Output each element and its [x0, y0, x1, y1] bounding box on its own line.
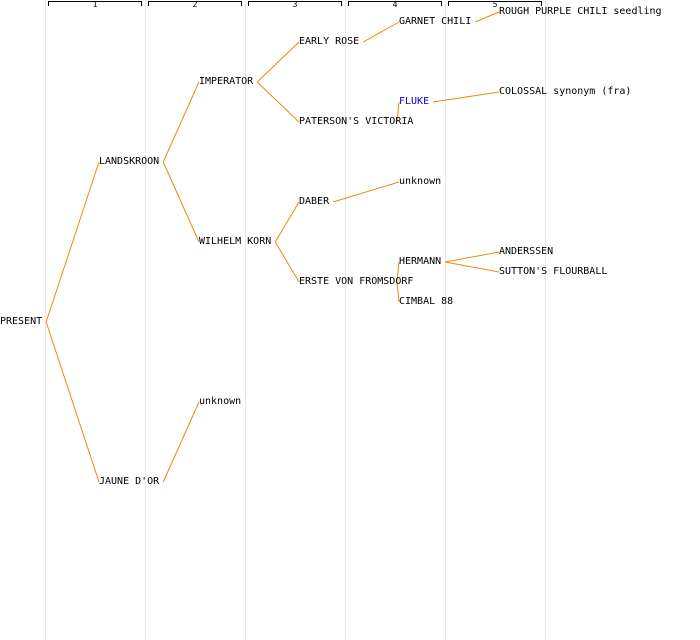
gen-bracket: [348, 1, 442, 6]
node-early-rose[interactable]: EARLY ROSE: [299, 36, 360, 47]
node-cimbal-88[interactable]: CIMBAL 88: [399, 296, 454, 307]
gen-number: 1: [92, 0, 98, 9]
connector-present-to-jaune-dor: [45, 321, 100, 483]
node-anderssen[interactable]: ANDERSSEN: [499, 246, 554, 257]
gen-gridline: [245, 0, 246, 640]
node-unknown-jaune[interactable]: unknown: [199, 396, 242, 407]
connector-hermann-to-anderssen: [445, 251, 500, 263]
connector-present-to-landskroon: [45, 161, 100, 323]
gen-bracket: [148, 1, 242, 6]
gen-gridline: [45, 0, 46, 640]
node-unknown-daber[interactable]: unknown: [399, 176, 442, 187]
connector-fluke-to-colossal: [433, 91, 500, 103]
connector-jaune-dor-to-unknown-jaune: [162, 401, 200, 483]
node-landskroon[interactable]: LANDSKROON: [99, 156, 160, 167]
node-suttons-flourball[interactable]: SUTTON'S FLOURBALL: [499, 266, 608, 277]
node-fluke[interactable]: FLUKE: [399, 96, 430, 107]
connector-landskroon-to-wilhelm-korn: [162, 161, 200, 243]
node-present[interactable]: PRESENT: [0, 316, 43, 327]
node-imperator[interactable]: IMPERATOR: [199, 76, 254, 87]
gen-header-4: 4: [348, 0, 442, 10]
gen-number: 5: [492, 0, 498, 9]
gen-bracket: [448, 1, 542, 6]
gen-bracket: [48, 1, 142, 6]
gen-header-1: 1: [48, 0, 142, 10]
connector-wilhelm-korn-to-daber: [274, 201, 300, 243]
gen-bracket: [248, 1, 342, 6]
node-daber[interactable]: DABER: [299, 196, 330, 207]
gen-gridline: [345, 0, 346, 640]
gen-gridline: [445, 0, 446, 640]
node-hermann[interactable]: HERMANN: [399, 256, 442, 267]
gen-header-5: 5: [448, 0, 542, 10]
node-jaune-dor[interactable]: JAUNE D'OR: [99, 476, 160, 487]
node-garnet-chili[interactable]: GARNET CHILI: [399, 16, 472, 27]
gen-number: 3: [292, 0, 298, 9]
connector-imperator-to-early-rose: [256, 41, 300, 83]
gen-header-2: 2: [148, 0, 242, 10]
gen-gridline: [545, 0, 546, 640]
connector-daber-to-unknown-daber: [332, 181, 400, 203]
connector-patersons-victoria-to-fluke: [396, 101, 400, 123]
node-colossal[interactable]: COLOSSAL synonym (fra): [499, 86, 632, 97]
gen-gridline: [145, 0, 146, 640]
connector-garnet-chili-to-rough-purple-chili: [475, 11, 500, 23]
node-rough-purple-chili[interactable]: ROUGH PURPLE CHILI seedling: [499, 6, 662, 17]
connector-erste-von-fromsdorf-to-hermann: [396, 261, 400, 283]
connector-landskroon-to-imperator: [162, 81, 200, 163]
connector-hermann-to-suttons-flourball: [445, 261, 500, 273]
node-patersons-victoria[interactable]: PATERSON'S VICTORIA: [299, 116, 414, 127]
node-erste-von-fromsdorf[interactable]: ERSTE VON FROMSDORF: [299, 276, 414, 287]
connector-early-rose-to-garnet-chili: [362, 21, 400, 43]
gen-number: 4: [392, 0, 398, 9]
node-wilhelm-korn[interactable]: WILHELM KORN: [199, 236, 272, 247]
connector-erste-von-fromsdorf-to-cimbal-88: [396, 281, 400, 303]
connector-wilhelm-korn-to-erste-von-fromsdorf: [274, 241, 300, 283]
gen-header-3: 3: [248, 0, 342, 10]
gen-number: 2: [192, 0, 198, 9]
connector-imperator-to-patersons-victoria: [256, 81, 300, 123]
